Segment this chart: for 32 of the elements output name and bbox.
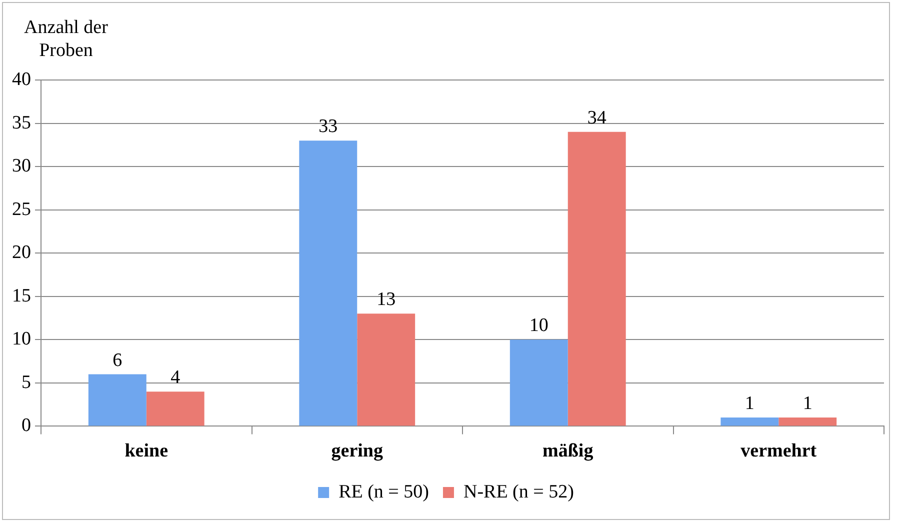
data-label: 34 xyxy=(587,107,607,128)
bar xyxy=(720,418,779,426)
y-tick-label: 10 xyxy=(12,328,31,350)
bar xyxy=(568,132,626,426)
y-tick-label: 40 xyxy=(12,68,31,90)
y-axis-title: Anzahl der Proben xyxy=(23,16,109,62)
y-tick-label: 20 xyxy=(12,242,31,264)
data-label: 33 xyxy=(318,116,338,138)
bar xyxy=(299,140,358,426)
y-tick-label: 35 xyxy=(12,112,31,134)
bar xyxy=(88,374,146,426)
y-tick-label: 5 xyxy=(22,372,31,393)
y-tick-label: 25 xyxy=(12,198,31,220)
legend-label: RE (n = 50) xyxy=(338,481,429,502)
x-tick-label: gering xyxy=(331,440,384,462)
y-tick-label: 15 xyxy=(12,285,31,306)
x-tick-label: mäßig xyxy=(542,440,594,462)
data-label: 1 xyxy=(802,393,812,414)
y-tick-label: 0 xyxy=(22,415,31,436)
data-label: 6 xyxy=(112,350,122,371)
x-tick-label: vermehrt xyxy=(740,440,818,462)
bar xyxy=(357,314,416,426)
legend-label: N-RE (n = 52) xyxy=(463,481,574,502)
data-label: 1 xyxy=(744,393,754,414)
bar xyxy=(146,392,204,426)
data-label: 10 xyxy=(529,315,548,336)
bar xyxy=(778,418,837,426)
x-tick-label: keine xyxy=(124,440,168,462)
data-label: 13 xyxy=(376,289,396,310)
y-tick-label: 30 xyxy=(12,156,31,177)
data-label: 4 xyxy=(170,367,181,388)
bar xyxy=(510,340,568,426)
